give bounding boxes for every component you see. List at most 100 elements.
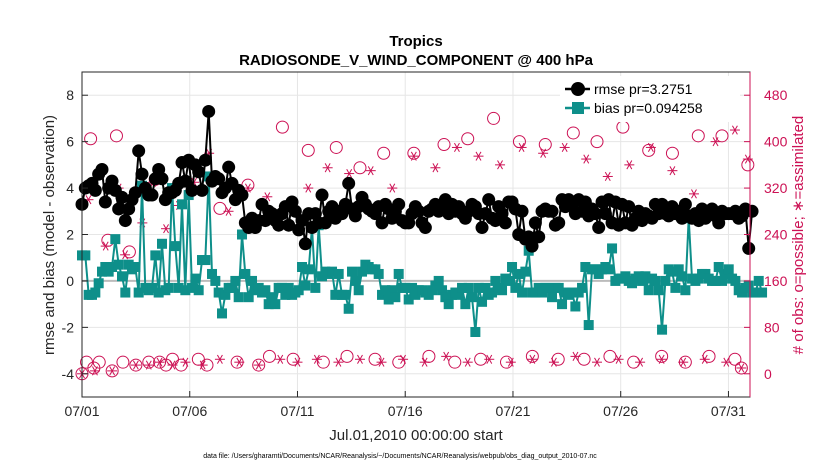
bias-point [303,264,314,275]
rmse-point [282,218,296,232]
obs-assimilated-point [143,360,154,370]
bias-point [507,262,518,272]
y-tick-label: 2 [66,227,74,243]
obs-possible-point [252,358,266,372]
obs-possible-point [109,129,123,143]
obs-assimilated-point [322,163,333,173]
chart-subtitle: RADIOSONDE_V_WIND_COMPONENT @ 400 hPa [239,52,594,69]
obs-assimilated-point [398,354,409,364]
asterisk-stroke [313,354,320,364]
asterisk-stroke [216,354,223,364]
bias-point [457,282,468,293]
obs-assimilated-point [656,354,667,364]
asterisk-stroke [400,354,407,364]
obs-possible-point [262,349,276,363]
bias-point [607,243,618,254]
bias-point [407,282,418,293]
bias-point [463,282,474,293]
bias-point [117,271,128,282]
bias-point [343,303,354,314]
asterisk-stroke [475,151,482,161]
obs-assimilated-point [635,357,646,367]
y-axis-left: -4 -2 0 2 4 6 8 [62,87,88,382]
asterisk-stroke [277,354,284,364]
bias-point [470,327,481,337]
rmse-point [235,188,249,202]
legend-rmse-label: rmse pr=3.2751 [594,81,693,97]
rmse-point [198,153,212,167]
bias-point [480,282,491,293]
obs-assimilated-point [408,151,419,161]
bias-point [750,287,761,298]
bias-point [353,285,364,296]
bias-point [520,266,531,277]
bias-point [80,250,91,261]
rmse-point [742,241,756,255]
bias-point [210,275,221,286]
bias-point [230,275,241,286]
bias-point [453,289,464,300]
y2-tick-label: 240 [764,227,788,243]
rmse-point [128,186,142,200]
bias-point [293,285,304,296]
bias-point [260,285,271,296]
obs-assimilated-point [473,151,484,161]
bias-point [227,282,238,293]
rmse-point [185,183,199,197]
bias-point [190,273,201,284]
bias-point [213,287,224,298]
asterisk-stroke [432,163,439,173]
asterisk-stroke [145,360,152,370]
asterisk-stroke [357,354,363,364]
rmse-point [318,216,332,230]
obs-assimilated-point [430,163,441,173]
obs-assimilated-point [592,357,603,367]
obs-possible-point [84,132,98,146]
asterisk-stroke [156,357,163,367]
rmse-point [342,176,356,190]
obs-assimilated-point [516,142,527,153]
rmse-series [75,104,759,255]
obs-possible-point [437,138,451,152]
rmse-point [392,197,406,211]
bias-point [347,266,358,277]
asterisk-stroke [236,357,243,367]
rmse-point [515,204,529,218]
bias-point [477,296,488,307]
bias-point [277,282,288,293]
obs-assimilated-point [736,363,747,373]
x-axis-label: Jul.01,2010 00:00:00 start [329,427,503,444]
obs-possible-point [153,355,167,369]
rmse-point [202,104,216,118]
bias-point [93,278,104,289]
legend-box [560,76,740,122]
obs-assimilated-point [559,142,570,153]
asterisk-stroke [658,354,665,364]
bias-point [547,292,558,303]
x-tick-label: 07/21 [495,403,530,419]
obs-assimilated-point [130,360,141,370]
asterisk-stroke [615,354,622,364]
asterisk-stroke [680,357,687,367]
rmse-point [272,218,286,232]
bias-point [757,287,768,298]
bias-point [543,282,554,293]
asterisk-stroke [497,160,503,170]
rmse-point [88,183,102,197]
y2-tick-label: 0 [764,366,772,382]
rmse-point [745,204,759,218]
obs-possible-point [407,146,421,160]
rmse-point [315,188,329,202]
bias-point [333,268,344,279]
bias-point [653,285,664,296]
obs-assimilated-point [570,351,581,361]
bias-point [390,292,401,303]
bias-point [263,299,274,310]
asterisk-stroke [163,224,169,234]
bias-point [503,275,514,286]
asterisk-stroke [701,354,708,364]
obs-possible-point [566,126,580,140]
asterisk-stroke [199,360,206,370]
x-tick-label: 07/26 [603,403,638,419]
obs-possible-point [116,355,130,369]
